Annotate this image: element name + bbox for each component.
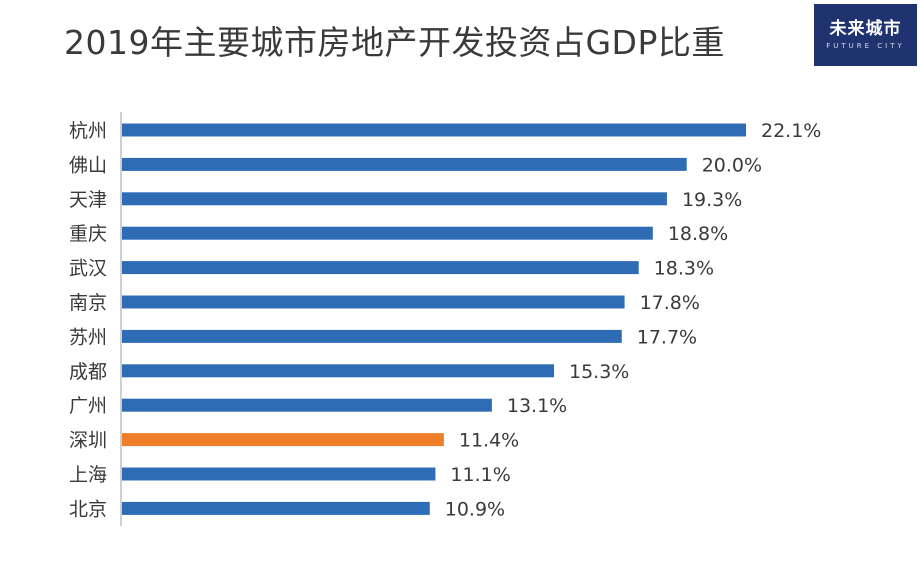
bar-10: [122, 467, 436, 481]
bar-11: [122, 501, 430, 515]
value-label: 20.0%: [702, 154, 762, 176]
bar-3: [122, 226, 653, 240]
bar-4: [122, 261, 639, 275]
bar-5: [122, 295, 625, 309]
value-label: 10.9%: [445, 498, 505, 520]
bar-7: [122, 364, 554, 378]
bar-6: [122, 329, 622, 343]
value-label: 19.3%: [682, 189, 742, 211]
logo-text: 未来城市: [829, 19, 902, 39]
category-label: 成都: [69, 361, 107, 383]
category-label: 苏州: [69, 326, 107, 348]
bar-1: [122, 157, 687, 171]
bar-9: [122, 433, 444, 447]
value-label: 15.3%: [569, 361, 629, 383]
category-label: 广州: [69, 395, 107, 417]
bar-2: [122, 192, 667, 206]
bar-group: 杭州 22.1% 佛山 20.0% 天津 19.3% 重庆 18.8% 武汉 18.3% 南京 17.…: [69, 120, 821, 520]
value-label: 18.3%: [654, 258, 714, 280]
category-label: 杭州: [69, 120, 107, 142]
value-label: 18.8%: [668, 223, 728, 245]
bar-8: [122, 398, 492, 412]
chart-title: 2019年主要城市房地产开发投资占GDP比重: [64, 23, 725, 62]
category-label: 武汉: [69, 258, 107, 280]
category-label: 深圳: [69, 430, 107, 452]
category-label: 重庆: [69, 223, 107, 245]
future-city-logo: 未来城市 FUTURE CITY: [814, 4, 917, 66]
value-label: 17.7%: [637, 326, 697, 348]
category-label: 北京: [69, 498, 107, 520]
category-label: 南京: [69, 292, 107, 314]
bar-0: [122, 123, 746, 137]
value-label: 22.1%: [761, 120, 821, 142]
value-label: 13.1%: [507, 395, 567, 417]
value-label: 11.4%: [459, 430, 519, 452]
logo-subtext: FUTURE CITY: [826, 42, 905, 50]
category-label: 佛山: [69, 154, 107, 176]
value-label: 17.8%: [640, 292, 700, 314]
category-label: 上海: [69, 464, 107, 486]
category-label: 天津: [69, 189, 107, 211]
value-label: 11.1%: [450, 464, 510, 486]
